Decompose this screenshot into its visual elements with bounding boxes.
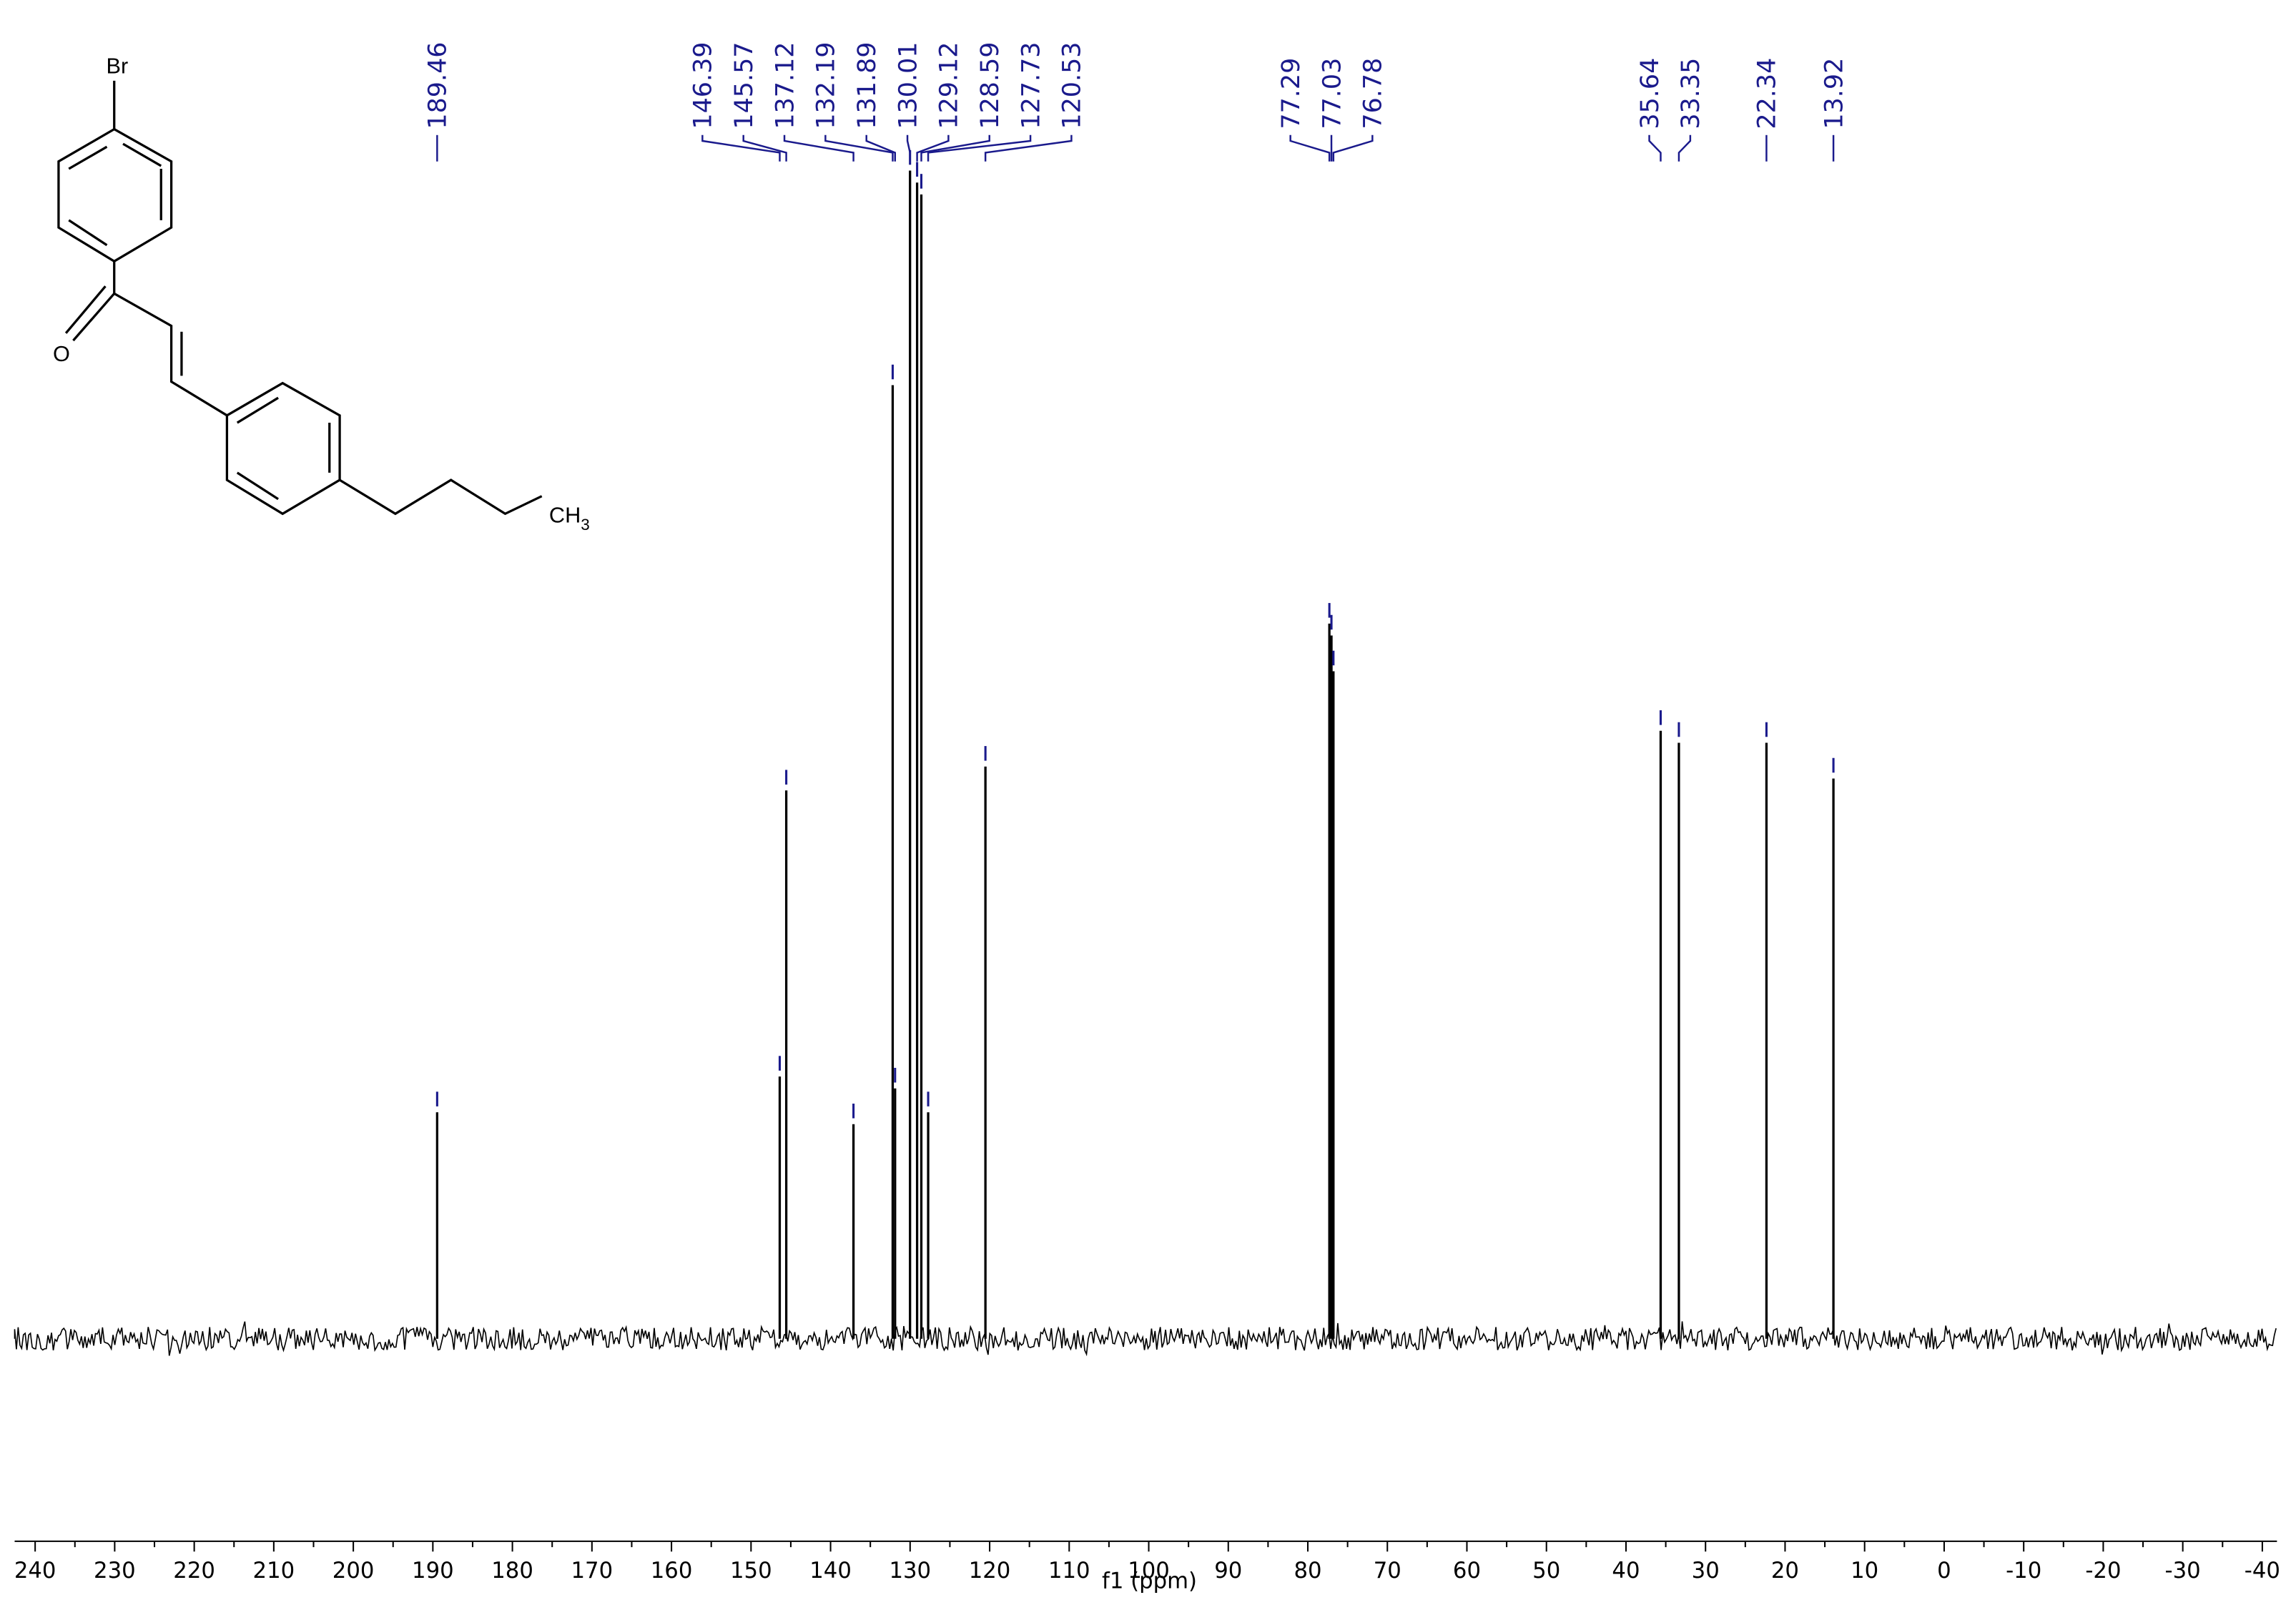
- peak-label: 127.73: [1017, 42, 1045, 129]
- bond: [236, 471, 279, 501]
- x-tick-label: 160: [651, 1558, 693, 1584]
- peak-label: 130.01: [894, 42, 922, 129]
- peak-label: 137.12: [771, 42, 799, 129]
- x-tick-label: 200: [332, 1558, 375, 1584]
- bond: [113, 261, 228, 417]
- peak-connector: [783, 134, 854, 162]
- x-tick-label: 40: [1612, 1558, 1640, 1584]
- peak-label: 129.12: [935, 42, 964, 129]
- peak-connector: [865, 134, 897, 162]
- x-tick-label: 180: [491, 1558, 533, 1584]
- peak-label: 145.57: [730, 42, 759, 129]
- x-tick-label: 90: [1214, 1558, 1242, 1584]
- ring: [57, 127, 173, 263]
- peak-connector: [1332, 134, 1374, 162]
- x-tick-label: 30: [1692, 1558, 1720, 1584]
- x-tick-label: 80: [1294, 1558, 1321, 1584]
- peak-connector: [742, 134, 787, 162]
- peak-connector: [920, 134, 990, 162]
- peak-connector: [701, 134, 781, 162]
- peak-connector: [927, 134, 1032, 162]
- x-tick-label: 10: [1851, 1558, 1878, 1584]
- peak-label: 120.53: [1058, 42, 1087, 129]
- bond: [72, 293, 115, 342]
- bond: [64, 285, 107, 334]
- x-tick-label: 130: [889, 1558, 931, 1584]
- peak-label: 146.39: [689, 42, 718, 129]
- peak-label: 131.89: [853, 42, 882, 129]
- bond: [236, 396, 279, 424]
- peak-label: 33.35: [1677, 58, 1705, 129]
- peak-label: 76.78: [1359, 58, 1388, 129]
- x-tick-label: 100: [1128, 1558, 1170, 1584]
- peak-connector: [1677, 134, 1692, 162]
- peak-label: 128.59: [976, 42, 1005, 129]
- x-tick-label: 140: [809, 1558, 852, 1584]
- peak-label: 13.92: [1820, 58, 1848, 129]
- peak-connector: [906, 134, 911, 162]
- x-axis-label: f1 (ppm): [1102, 1569, 1197, 1594]
- peak-connector: [916, 134, 950, 162]
- x-tick-label: 150: [730, 1558, 772, 1584]
- atom-subscript: 3: [581, 516, 590, 534]
- x-tick-label: 220: [173, 1558, 215, 1584]
- x-tick-label: 0: [1937, 1558, 1951, 1584]
- x-tick-label: 70: [1374, 1558, 1401, 1584]
- bond: [68, 219, 108, 247]
- atom-label: CH: [549, 503, 581, 528]
- atom-label: CH3: [549, 503, 590, 534]
- x-tick-label: 170: [571, 1558, 614, 1584]
- x-tick-label: -10: [2006, 1558, 2041, 1584]
- peak-connector: [1648, 134, 1662, 162]
- x-tick-label: 20: [1771, 1558, 1799, 1584]
- x-tick-label: 50: [1532, 1558, 1560, 1584]
- bond: [122, 142, 162, 167]
- peak-label: 35.64: [1636, 58, 1665, 129]
- peak-label: 77.29: [1277, 58, 1306, 129]
- x-tick-label: 60: [1453, 1558, 1481, 1584]
- atom-label: Br: [106, 54, 128, 79]
- ring: [225, 381, 341, 516]
- peak-label: 22.34: [1753, 58, 1782, 129]
- x-tick-label: -20: [2085, 1558, 2121, 1584]
- peak-connector: [824, 134, 894, 162]
- molecule: [57, 80, 543, 516]
- peak-connector: [984, 134, 1073, 162]
- peak-label: 189.46: [424, 42, 453, 129]
- x-tick-label: 210: [253, 1558, 295, 1584]
- peak-label: 132.19: [812, 42, 841, 129]
- bond: [68, 145, 108, 170]
- bond: [339, 478, 543, 516]
- x-tick-label: 120: [969, 1558, 1011, 1584]
- x-tick-label: 110: [1048, 1558, 1090, 1584]
- x-tick-label: 190: [412, 1558, 454, 1584]
- x-tick-label: -30: [2165, 1558, 2201, 1584]
- baseline-noise: [14, 1321, 2277, 1357]
- x-tick-label: 230: [94, 1558, 136, 1584]
- peak-connector: [1289, 134, 1331, 162]
- peak-label: 77.03: [1318, 58, 1346, 129]
- x-tick-label: -40: [2245, 1558, 2280, 1584]
- atom-label: O: [53, 341, 70, 366]
- x-tick-label: 240: [14, 1558, 56, 1584]
